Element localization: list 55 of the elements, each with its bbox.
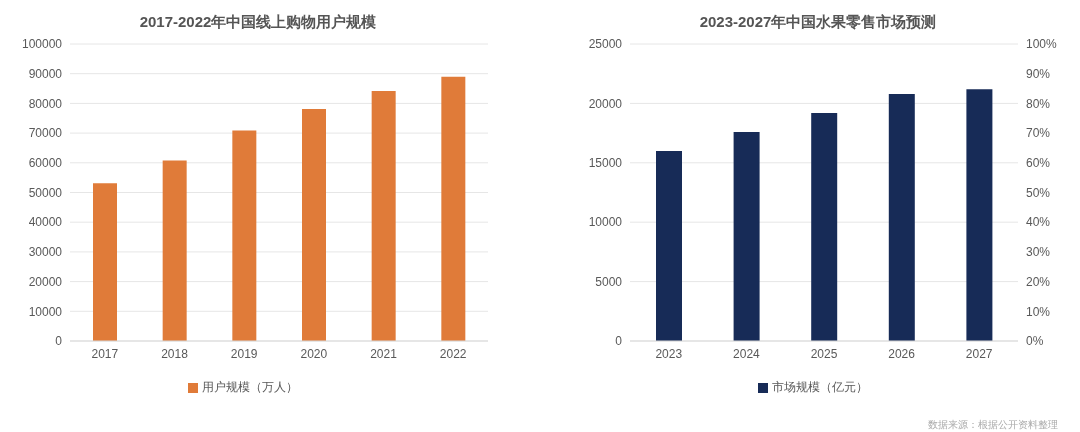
y-tick-label: 100000 [21,37,63,52]
bar [93,183,117,341]
x-tick-label: 2019 [230,346,258,361]
y2-tick-label: 50% [1026,185,1051,200]
x-tick-label: 2022 [439,346,467,361]
x-tick-label: 2025 [810,346,838,361]
y-tick-label: 5000 [595,274,623,289]
y-tick-label: 20000 [28,274,63,289]
x-tick-label: 2018 [161,346,189,361]
y-tick-label: 20000 [588,96,623,111]
y2-tick-label: 90% [1026,66,1051,81]
x-tick-label: 2023 [655,346,683,361]
source-note: 数据来源：根据公开资料整理 [928,418,1058,432]
bar [441,76,466,341]
y2-tick-label: 40% [1026,215,1051,230]
y-tick-label: 40000 [28,215,63,230]
bar [888,93,915,341]
y-tick-label: 80000 [28,96,63,111]
y-tick-label: 15000 [588,156,623,171]
x-tick-label: 2021 [370,346,398,361]
bar [733,131,760,341]
x-tick-label: 2026 [888,346,916,361]
y-tick-label: 30000 [28,245,63,260]
y-tick-label: 0 [55,334,63,349]
legend-label: 用户规模（万人） [202,380,298,394]
bar [811,112,838,341]
bar [371,90,396,341]
chart-title: 2023-2027年中国水果零售市场预测 [698,12,938,32]
x-tick-label: 2020 [300,346,328,361]
bar [656,150,682,341]
y2-tick-label: 10% [1026,304,1051,319]
y2-tick-label: 60% [1026,156,1051,171]
y-tick-label: 25000 [588,37,623,52]
y2-tick-label: 30% [1026,245,1051,260]
y2-tick-label: 70% [1026,126,1051,141]
y2-tick-label: 100% [1026,37,1058,52]
x-tick-label: 2024 [733,346,761,361]
y-tick-label: 60000 [28,156,63,171]
y-tick-label: 50000 [28,185,63,200]
legend-label: 市场规模（亿元） [772,380,868,394]
y-tick-label: 10000 [28,304,63,319]
y-tick-label: 90000 [28,66,63,81]
y2-tick-label: 20% [1026,274,1051,289]
x-tick-label: 2017 [91,346,119,361]
y2-tick-label: 0% [1026,334,1044,349]
chart-title: 2017-2022年中国线上购物用户规模 [138,12,378,32]
x-tick-label: 2027 [965,346,993,361]
y-tick-label: 70000 [28,126,63,141]
y-tick-label: 10000 [588,215,623,230]
y2-tick-label: 80% [1026,96,1051,111]
y-tick-label: 0 [615,334,623,349]
bar [162,160,187,341]
bar [232,130,257,341]
bar [302,109,326,341]
bar [966,89,993,341]
